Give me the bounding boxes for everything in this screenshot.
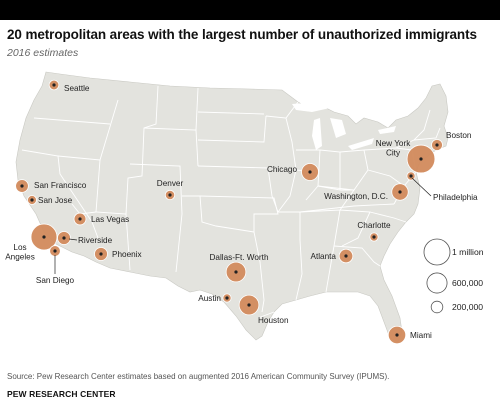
state-border bbox=[257, 311, 275, 319]
state-border bbox=[333, 245, 381, 267]
lakes bbox=[292, 102, 396, 150]
label-riverside: Riverside bbox=[78, 236, 113, 245]
label-houston: Houston bbox=[258, 316, 289, 325]
state-border bbox=[278, 211, 303, 301]
lake-superior bbox=[292, 102, 330, 112]
state-border bbox=[413, 127, 441, 141]
state-borders bbox=[21, 85, 441, 319]
us-land bbox=[15, 71, 449, 343]
city-dot-philadelphia bbox=[409, 174, 413, 178]
lake-huron bbox=[330, 118, 346, 138]
city-dot-miami bbox=[395, 333, 399, 337]
legend-label: 600,000 bbox=[452, 278, 483, 288]
city-dot-washington-d-c bbox=[398, 190, 402, 194]
state-border bbox=[299, 203, 395, 213]
city-dot-new-york-city bbox=[419, 157, 423, 161]
state-border bbox=[317, 185, 355, 211]
city-dot-chicago bbox=[308, 170, 312, 174]
leader-philadelphia bbox=[411, 177, 432, 197]
state-border bbox=[299, 209, 341, 293]
state-border bbox=[339, 209, 371, 247]
city-dot-los-angeles bbox=[42, 235, 46, 239]
city-dot-denver bbox=[168, 193, 172, 197]
us-map: Seattle San Francisco San Jose Los Angeles Ri… bbox=[5, 71, 484, 345]
label-dallas-ft-worth: Dallas-Ft. Worth bbox=[210, 253, 269, 262]
legend-circle bbox=[423, 238, 451, 266]
state-border bbox=[317, 149, 341, 191]
leader-riverside bbox=[68, 238, 78, 241]
label-atlanta: Atlanta bbox=[311, 252, 337, 261]
label-boston: Boston bbox=[446, 131, 472, 140]
city-dot-san-diego bbox=[53, 249, 57, 253]
label-phoenix: Phoenix bbox=[112, 250, 142, 259]
label-san-jose: San Jose bbox=[38, 196, 73, 205]
label-san-diego: San Diego bbox=[36, 276, 75, 285]
city-dot-las-vegas bbox=[78, 217, 82, 221]
label-las-vegas: Las Vegas bbox=[91, 215, 129, 224]
state-border bbox=[21, 149, 99, 239]
state-border bbox=[95, 159, 131, 271]
label-chicago: Chicago bbox=[267, 165, 297, 174]
state-border bbox=[197, 115, 267, 143]
label-miami: Miami bbox=[410, 331, 432, 340]
size-legend: 1 million 600,000 200,000 bbox=[423, 238, 484, 314]
state-border bbox=[369, 211, 407, 223]
city-dot-austin bbox=[225, 296, 229, 300]
state-border bbox=[296, 149, 321, 201]
source-note: Source: Pew Research Center estimates ba… bbox=[7, 372, 390, 381]
label-denver: Denver bbox=[157, 179, 184, 188]
state-border bbox=[195, 87, 199, 131]
state-border bbox=[197, 165, 279, 213]
lake-ontario bbox=[378, 126, 396, 134]
land-layer bbox=[15, 71, 449, 343]
city-dot-dallas-ft-worth bbox=[234, 270, 238, 274]
brand-logo-text: PEW RESEARCH CENTER bbox=[7, 389, 116, 399]
label-austin: Austin bbox=[198, 294, 221, 303]
state-border bbox=[265, 115, 297, 213]
label-philadelphia: Philadelphia bbox=[433, 193, 478, 202]
label-charlotte: Charlotte bbox=[357, 221, 391, 230]
state-border bbox=[253, 231, 265, 313]
metro-labels: Seattle San Francisco San Jose Los Angeles Ri… bbox=[5, 84, 478, 340]
city-dot-riverside bbox=[62, 236, 66, 240]
state-border bbox=[125, 85, 159, 215]
city-dot-san-francisco bbox=[20, 184, 24, 188]
label-new-york-city: New York City bbox=[376, 139, 411, 158]
chart-subtitle: 2016 estimates bbox=[7, 47, 79, 59]
state-border bbox=[395, 109, 431, 149]
state-border bbox=[129, 163, 183, 273]
city-dot-phoenix bbox=[99, 252, 103, 256]
label-san-francisco: San Francisco bbox=[34, 181, 87, 190]
header-bar bbox=[0, 0, 500, 20]
city-dot-boston bbox=[435, 143, 439, 147]
chart-title: 20 metropolitan areas with the largest n… bbox=[7, 27, 477, 42]
legend-label: 200,000 bbox=[452, 302, 483, 312]
leader-lines bbox=[54, 177, 432, 274]
lake-erie bbox=[348, 138, 374, 150]
state-border bbox=[199, 195, 279, 232]
metro-bubbles bbox=[15, 79, 443, 345]
city-dot-charlotte bbox=[372, 235, 376, 239]
lake-michigan bbox=[312, 118, 322, 150]
label-seattle: Seattle bbox=[64, 84, 90, 93]
state-border bbox=[197, 111, 265, 115]
legend-label: 1 million bbox=[452, 247, 484, 257]
legend-circle bbox=[426, 272, 448, 294]
state-border bbox=[182, 195, 255, 233]
legend-circle bbox=[430, 300, 444, 314]
city-dot-houston bbox=[247, 303, 251, 307]
label-los-angeles: Los Angeles bbox=[5, 243, 35, 262]
city-dot-seattle bbox=[52, 83, 56, 87]
state-border bbox=[33, 117, 111, 125]
city-dot-atlanta bbox=[344, 254, 348, 258]
label-washington-d-c: Washington, D.C. bbox=[324, 192, 388, 201]
city-dot-san-jose bbox=[30, 198, 34, 202]
